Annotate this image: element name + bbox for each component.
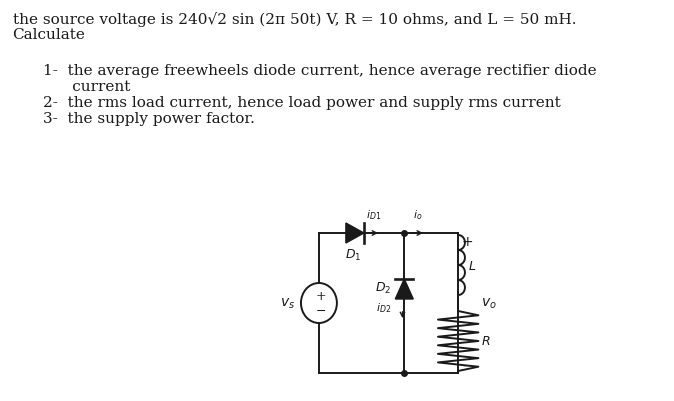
- Text: 2-  the rms load current, hence load power and supply rms current: 2- the rms load current, hence load powe…: [43, 96, 561, 110]
- Text: +: +: [315, 290, 326, 303]
- Text: $v_o$: $v_o$: [481, 296, 497, 310]
- Polygon shape: [395, 279, 413, 299]
- Text: $i_{D1}$: $i_{D1}$: [366, 208, 381, 221]
- Polygon shape: [346, 223, 364, 243]
- Text: $D_1$: $D_1$: [345, 247, 361, 262]
- Text: $v_s$: $v_s$: [280, 296, 296, 310]
- Text: L: L: [468, 259, 476, 272]
- Text: $i_o$: $i_o$: [413, 208, 423, 221]
- Text: Calculate: Calculate: [13, 28, 86, 42]
- Text: 1-  the average freewheels diode current, hence average rectifier diode: 1- the average freewheels diode current,…: [43, 64, 596, 78]
- Text: current: current: [43, 80, 131, 94]
- Text: +: +: [462, 235, 473, 248]
- Text: 3-  the supply power factor.: 3- the supply power factor.: [43, 112, 255, 126]
- Text: −: −: [462, 358, 473, 372]
- Text: −: −: [315, 304, 326, 317]
- Text: $D_2$: $D_2$: [375, 280, 392, 295]
- Text: the source voltage is 240√2 sin (2π 50t) V, R = 10 ohms, and L = 50 mH.: the source voltage is 240√2 sin (2π 50t)…: [13, 12, 576, 27]
- Text: $i_{D2}$: $i_{D2}$: [377, 300, 392, 314]
- Text: R: R: [482, 335, 491, 348]
